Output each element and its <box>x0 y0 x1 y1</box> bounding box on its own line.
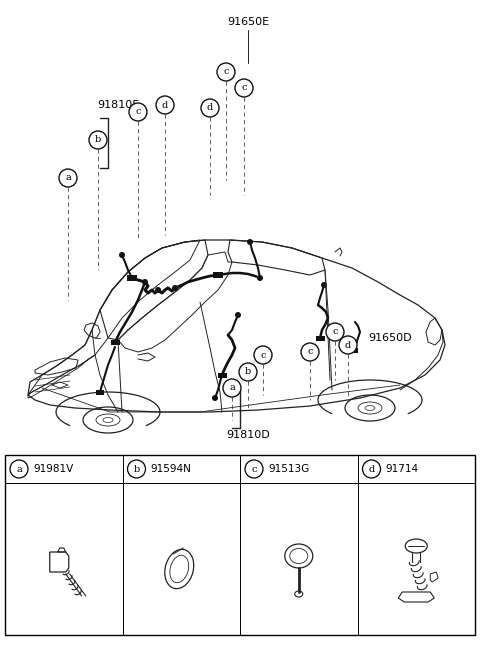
Bar <box>217 373 227 377</box>
Text: 91650D: 91650D <box>368 333 412 343</box>
Circle shape <box>212 395 218 401</box>
Bar <box>350 348 358 353</box>
Text: c: c <box>307 348 313 357</box>
Text: a: a <box>16 464 22 473</box>
Text: d: d <box>207 103 213 112</box>
Text: 91810E: 91810E <box>97 100 139 110</box>
Text: 91513G: 91513G <box>268 464 309 474</box>
Bar <box>127 275 137 281</box>
Text: b: b <box>245 368 251 377</box>
Circle shape <box>326 323 344 341</box>
Circle shape <box>257 275 263 281</box>
Text: b: b <box>95 135 101 144</box>
Circle shape <box>89 131 107 149</box>
Circle shape <box>172 285 178 291</box>
Circle shape <box>156 96 174 114</box>
Circle shape <box>155 287 161 293</box>
Text: a: a <box>229 384 235 393</box>
Bar <box>5 455 475 635</box>
Circle shape <box>119 252 125 258</box>
Circle shape <box>301 343 319 361</box>
Text: c: c <box>260 350 266 359</box>
Circle shape <box>142 279 148 285</box>
Text: d: d <box>345 341 351 350</box>
Text: d: d <box>368 464 374 473</box>
Text: b: b <box>133 464 140 473</box>
Text: 91650E: 91650E <box>227 17 269 27</box>
Circle shape <box>59 169 77 187</box>
Text: c: c <box>332 328 338 337</box>
Circle shape <box>215 272 221 278</box>
Circle shape <box>201 99 219 117</box>
Circle shape <box>339 336 357 354</box>
Bar <box>110 339 120 344</box>
Text: 91594N: 91594N <box>151 464 192 474</box>
Circle shape <box>235 312 241 318</box>
Circle shape <box>235 79 253 97</box>
Text: a: a <box>65 174 71 183</box>
Text: 91714: 91714 <box>385 464 419 474</box>
Text: c: c <box>241 83 247 92</box>
Bar <box>213 272 223 278</box>
Text: 91810D: 91810D <box>226 430 270 440</box>
Circle shape <box>254 346 272 364</box>
Text: d: d <box>162 101 168 110</box>
Circle shape <box>247 239 253 245</box>
Bar <box>315 335 324 341</box>
Text: c: c <box>135 108 141 117</box>
Text: 91981V: 91981V <box>33 464 73 474</box>
Bar <box>96 390 104 395</box>
Circle shape <box>223 379 241 397</box>
Circle shape <box>321 282 327 288</box>
Text: c: c <box>223 68 229 77</box>
Circle shape <box>217 63 235 81</box>
Text: c: c <box>251 464 257 473</box>
Circle shape <box>129 103 147 121</box>
Circle shape <box>239 363 257 381</box>
